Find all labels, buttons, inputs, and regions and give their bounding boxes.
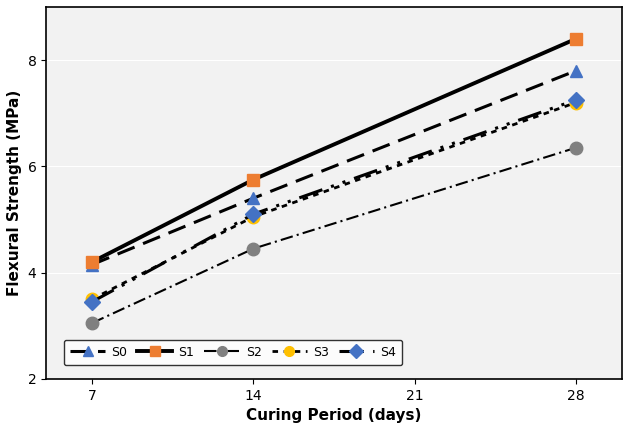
X-axis label: Curing Period (days): Curing Period (days) [247,408,422,423]
Y-axis label: Flexural Strength (MPa): Flexural Strength (MPa) [7,90,22,296]
Legend: S0, S1, S2, S3, S4: S0, S1, S2, S3, S4 [64,340,402,365]
